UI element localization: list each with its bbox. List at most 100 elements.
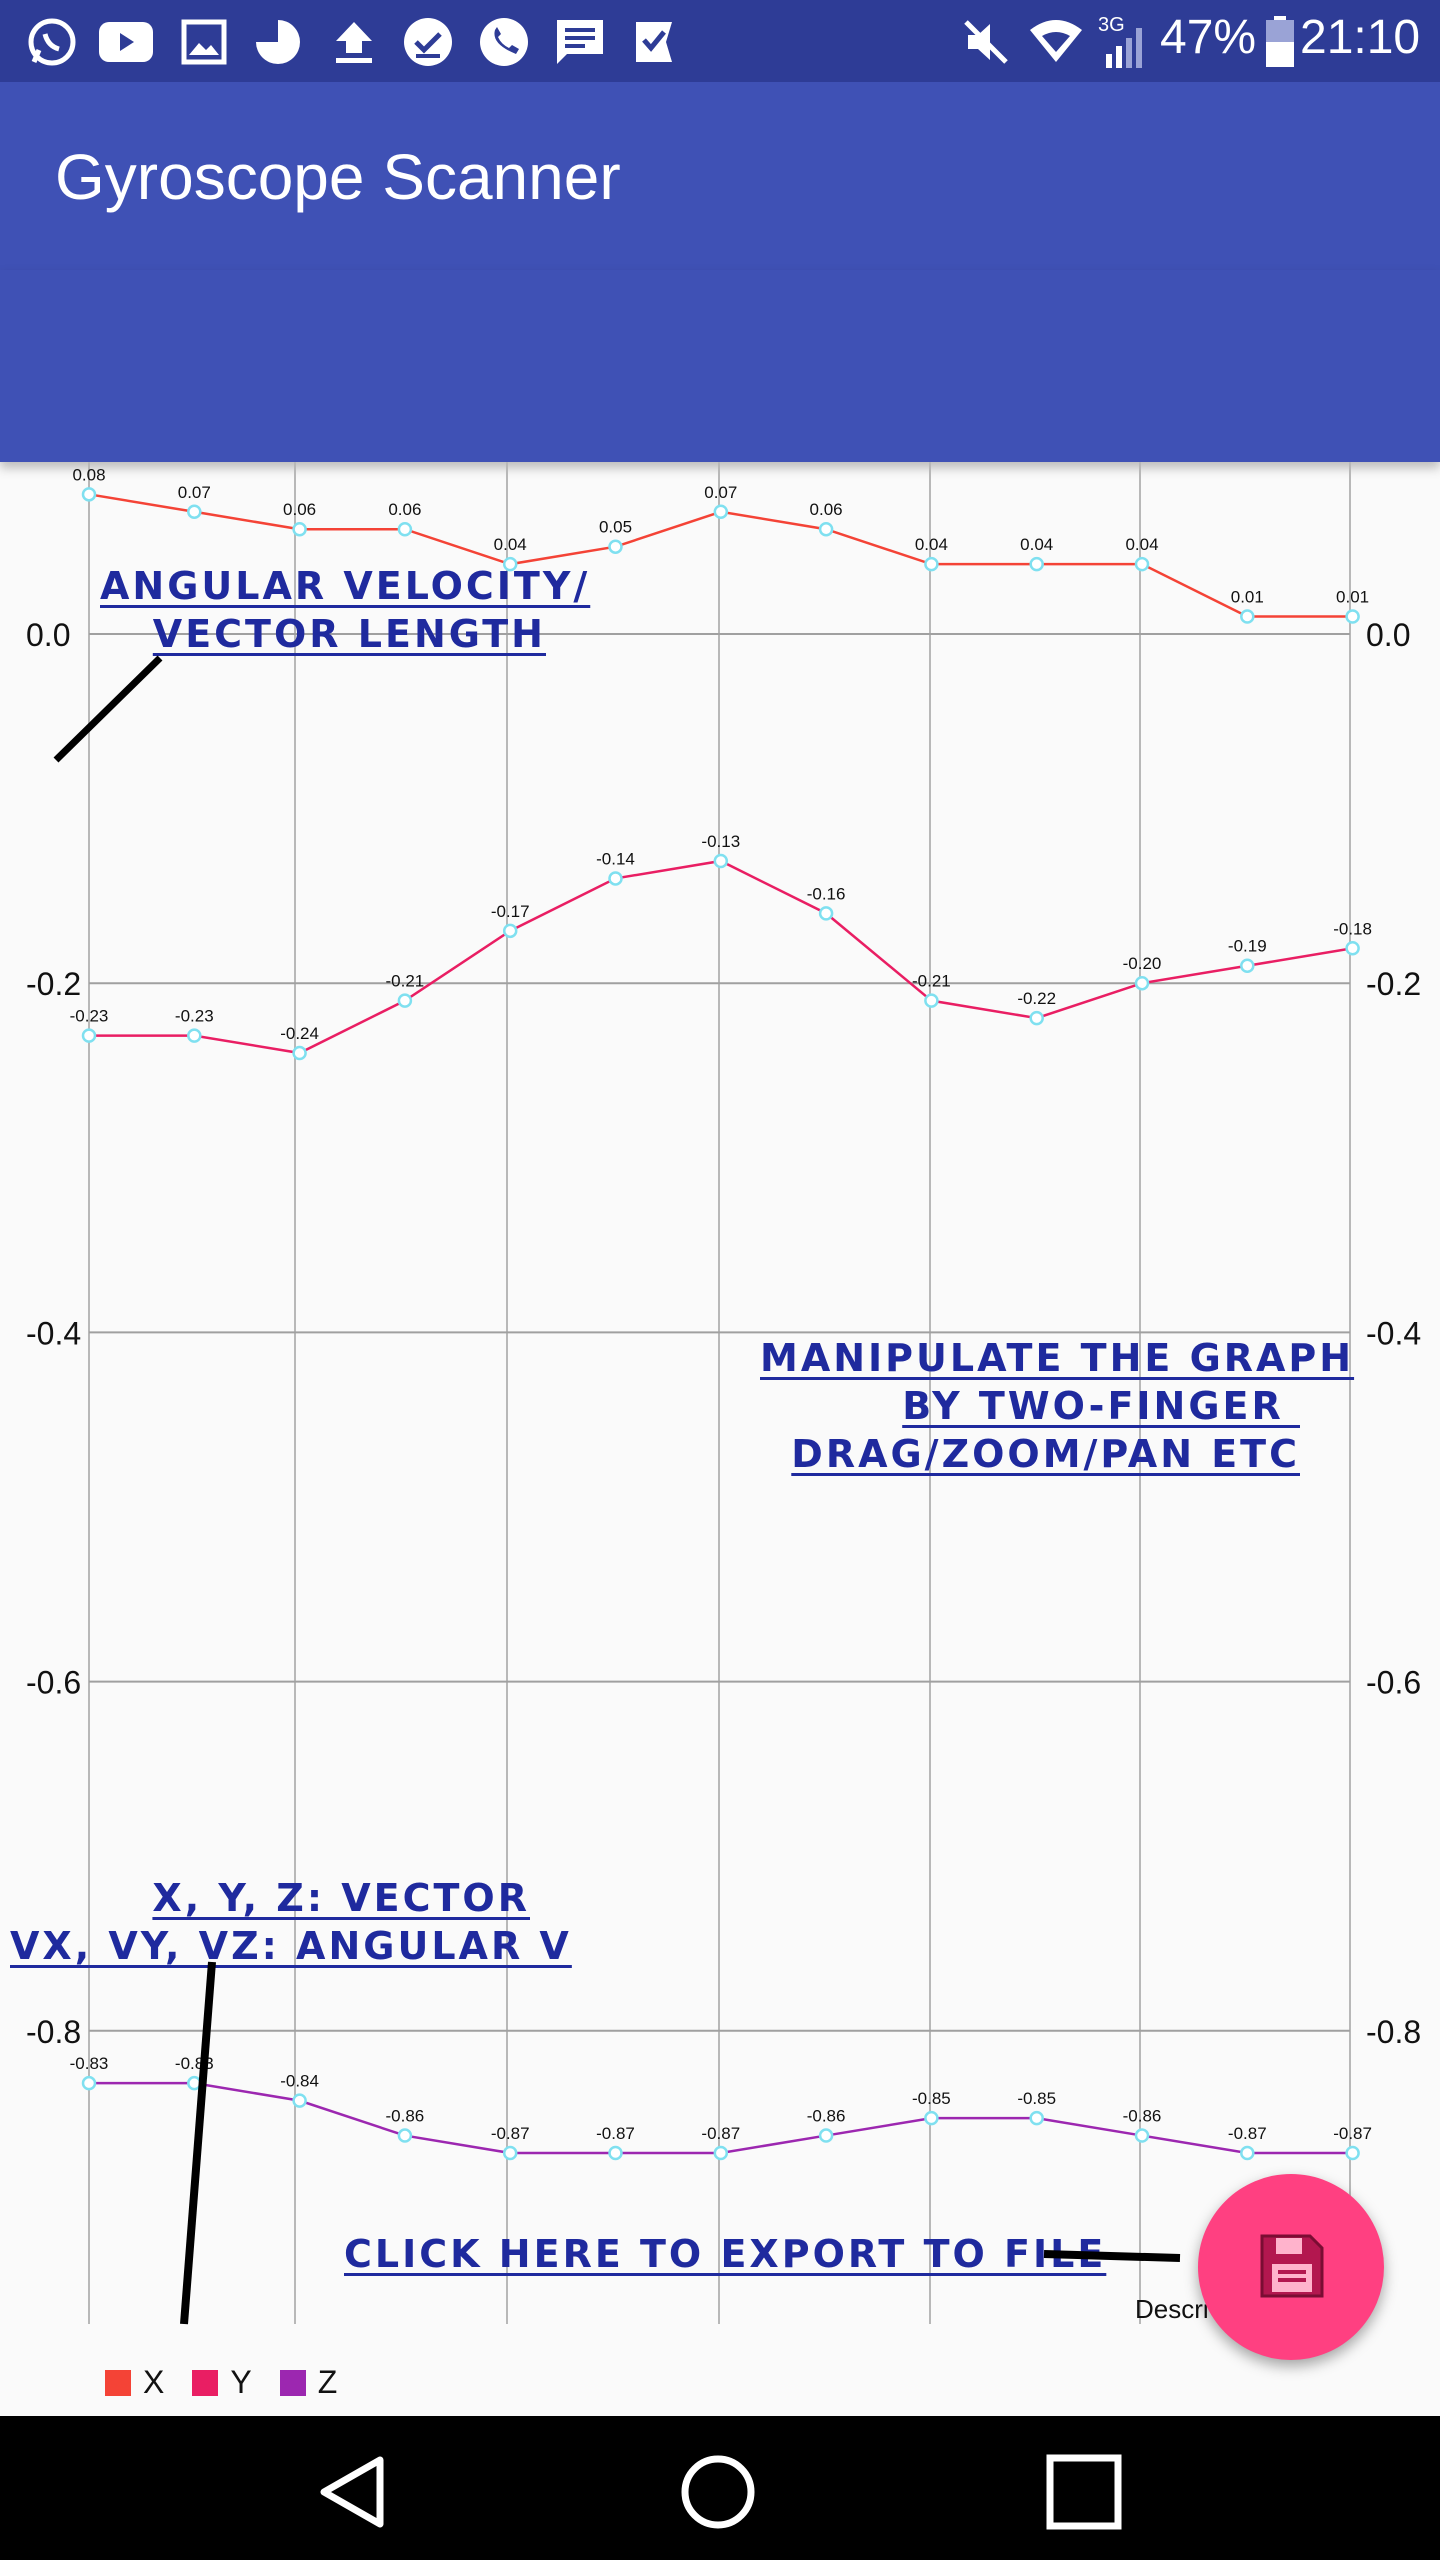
data-point	[924, 993, 939, 1008]
data-point	[1029, 2110, 1044, 2126]
annotation-pointer	[53, 655, 163, 763]
gyroscope-line-chart[interactable]: 0.0 0.0 -0.2 -0.2 -0.4 -0.4 -0.6 -0.6 -0.8 -0.8 0.…	[0, 462, 1440, 2416]
data-point	[713, 2145, 729, 2161]
save-icon	[1260, 2234, 1324, 2298]
battery-icon	[1252, 14, 1308, 70]
annotation-pointer	[1043, 2250, 1181, 2262]
toolbar-extension	[0, 270, 1440, 462]
data-label: -0.85	[912, 2089, 951, 2108]
pie-icon	[250, 14, 306, 70]
data-label: -0.21	[386, 972, 425, 991]
data-label: -0.17	[491, 902, 530, 921]
data-label: 0.07	[704, 483, 737, 502]
clock: 21:10	[1300, 11, 1421, 64]
y-tick-label-left: -0.2	[26, 966, 81, 1002]
data-label: -0.23	[70, 1007, 109, 1026]
data-label: -0.16	[807, 884, 846, 903]
annotation-line: X, Y, Z: VECTOR	[152, 1876, 530, 1920]
data-point	[1134, 556, 1150, 572]
data-point	[713, 504, 729, 520]
data-point	[187, 1028, 202, 1043]
data-point	[818, 2128, 834, 2143]
mute-icon	[958, 14, 1014, 70]
data-point	[1240, 958, 1255, 973]
data-label: -0.20	[1123, 954, 1162, 973]
navigation-bar	[0, 2416, 1440, 2560]
legend-label: Z	[317, 2364, 338, 2400]
data-point	[1345, 941, 1360, 956]
data-point	[608, 539, 623, 554]
gallery-icon	[176, 14, 232, 70]
annotation-export: CLICK HERE TO EXPORT TO FILE	[344, 2232, 1107, 2276]
data-point	[713, 853, 729, 869]
phone-icon	[476, 14, 532, 70]
data-label: -0.86	[386, 2107, 425, 2126]
data-point	[1240, 2145, 1255, 2161]
data-label: -0.18	[1333, 919, 1372, 938]
annotation-manipulate: MANIPULATE THE GRAPH BY TWO-FINGER DRAG/…	[760, 1334, 1355, 1478]
data-point	[818, 521, 834, 537]
export-save-button[interactable]	[1198, 2174, 1384, 2360]
data-label: 0.07	[178, 483, 211, 502]
series-line-y	[89, 859, 1353, 1055]
back-icon[interactable]	[314, 2452, 394, 2532]
recents-icon[interactable]	[1044, 2452, 1124, 2532]
data-point	[608, 2145, 623, 2161]
upload-icon	[326, 14, 382, 70]
data-label: -0.22	[1017, 989, 1056, 1008]
data-point	[1345, 2145, 1360, 2161]
legend-swatch	[192, 2369, 219, 2396]
data-label: -0.86	[807, 2107, 846, 2126]
y-tick-label-right: -0.4	[1366, 1315, 1421, 1351]
wifi-icon	[1028, 14, 1084, 70]
legend-item-z: Z	[279, 2364, 338, 2401]
data-label: 0.06	[388, 500, 421, 519]
data-point	[187, 504, 202, 520]
y-tick-label-left: -0.6	[26, 1665, 81, 1701]
data-point	[397, 2128, 413, 2143]
data-label: 0.01	[1336, 588, 1369, 607]
youtube-icon	[98, 14, 154, 70]
legend-swatch	[105, 2369, 131, 2396]
data-point	[292, 2093, 307, 2108]
annotation-line: MANIPULATE THE GRAPH	[760, 1336, 1355, 1380]
data-label: -0.87	[701, 2124, 740, 2143]
y-tick-label-left: -0.4	[26, 1315, 81, 1351]
legend-label: Y	[230, 2364, 252, 2400]
legend-item-x: X	[105, 2364, 164, 2401]
annotation-line: ANGULAR VELOCITY/	[100, 564, 591, 608]
data-label: -0.19	[1228, 937, 1267, 956]
home-icon[interactable]	[678, 2452, 758, 2532]
app-title: Gyroscope Scanner	[55, 141, 621, 213]
data-point	[81, 2075, 97, 2091]
legend-item-y: Y	[192, 2364, 252, 2401]
data-point	[397, 521, 413, 537]
y-tick-label-right: -0.6	[1366, 1665, 1421, 1701]
data-label: -0.84	[280, 2072, 319, 2091]
data-point	[608, 871, 623, 886]
signal-icon	[1098, 18, 1154, 74]
legend-swatch	[279, 2369, 306, 2396]
y-tick-label-left: -0.8	[26, 2014, 81, 2050]
battery-percent: 47%	[1160, 11, 1257, 64]
status-bar: 3G 47% 21:10	[0, 0, 1440, 82]
data-point	[1029, 1010, 1044, 1026]
data-point	[1134, 2128, 1150, 2143]
annotation-line: VECTOR LENGTH	[152, 612, 546, 656]
data-label: 0.04	[915, 535, 948, 554]
annotation-angular-velocity: ANGULAR VELOCITY/ VECTOR LENGTH	[100, 562, 591, 658]
data-label: 0.06	[810, 500, 843, 519]
y-tick-label-right: -0.8	[1366, 2014, 1421, 2050]
data-label: 0.06	[283, 500, 316, 519]
app-bar	[0, 82, 1440, 270]
annotation-vectors: X, Y, Z: VECTOR VX, VY, VZ: ANGULAR V	[10, 1874, 569, 1970]
data-label: -0.87	[1333, 2124, 1372, 2143]
data-point	[502, 2145, 518, 2161]
message-icon	[552, 14, 608, 70]
data-label: 0.08	[72, 465, 105, 484]
data-point	[924, 2110, 939, 2126]
data-point	[397, 993, 413, 1008]
data-point	[292, 1045, 307, 1061]
data-point	[1029, 556, 1044, 572]
annotation-line: BY TWO-FINGER	[902, 1384, 1300, 1428]
